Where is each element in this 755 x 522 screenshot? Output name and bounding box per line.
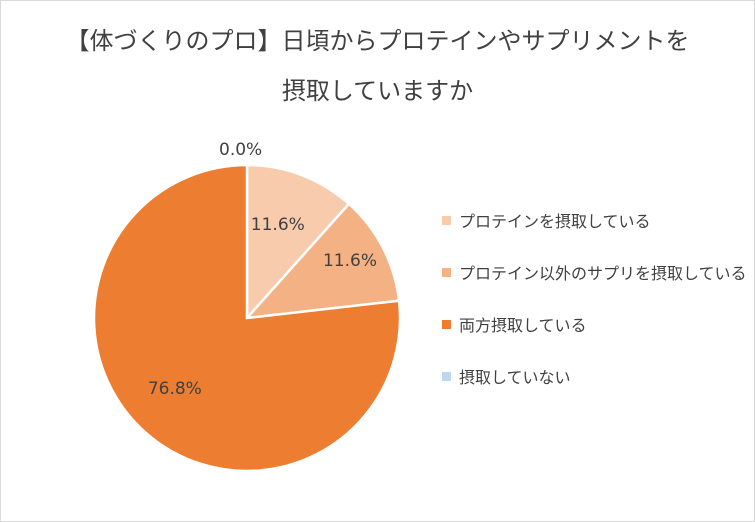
pie-slice-both [92,163,402,473]
chart-legend: プロテインを摂取している プロテイン以外のサプリを摂取している 両方摂取している… [442,210,747,418]
legend-item-supplement: プロテイン以外のサプリを摂取している [442,262,747,283]
pie-slice-supplement [243,202,401,320]
legend-swatch [442,267,451,277]
legend-label: プロテイン以外のサプリを摂取している [459,264,747,283]
legend-item-none: 摂取していない [442,366,747,387]
legend-item-protein: プロテインを摂取している [442,210,747,231]
legend-label: プロテインを摂取している [459,212,651,231]
legend-item-both: 両方摂取している [442,314,747,335]
data-label-supplement: 11.6% [322,251,377,272]
data-label-protein: 11.6% [250,215,305,236]
pie-slice-protein [245,163,351,322]
data-label-none: 0.0% [219,139,263,160]
legend-label: 両方摂取している [459,316,587,335]
legend-swatch [442,215,451,225]
legend-swatch [442,319,451,329]
data-label-both: 76.8% [147,378,202,399]
legend-label: 摂取していない [459,368,571,387]
pie-slices [92,163,402,473]
chart-title: 【体づくりのプロ】日頃からプロテインやサプリメントを 摂取していますか [0,16,755,116]
chart-title-line-2: 摂取していますか [281,77,474,105]
chart-title-line-1: 【体づくりのプロ】日頃からプロテインやサプリメントを [65,27,690,55]
legend-swatch [442,371,451,381]
